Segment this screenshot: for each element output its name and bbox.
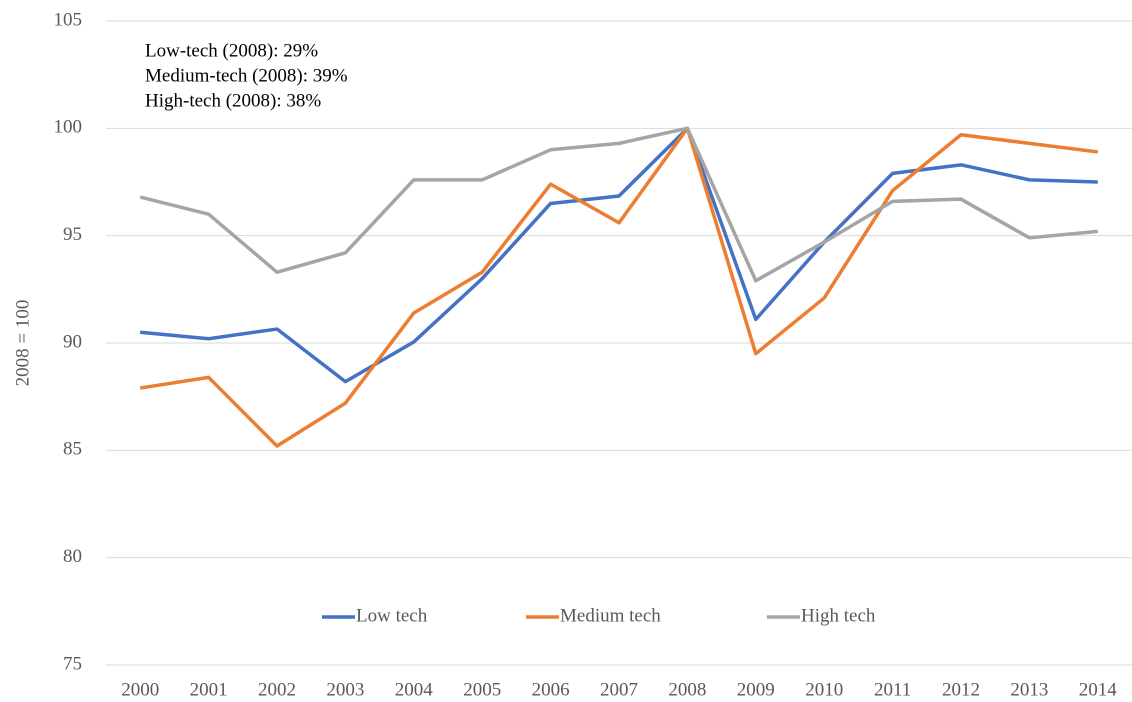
x-tick-label: 2012 (942, 679, 980, 700)
y-axis-label: 2008 = 100 (12, 300, 33, 387)
x-tick-label: 2001 (190, 679, 228, 700)
x-tick-label: 2010 (805, 679, 843, 700)
x-tick-label: 2014 (1079, 679, 1118, 700)
x-tick-label: 2008 (668, 679, 706, 700)
legend-label: High tech (801, 605, 876, 626)
x-tick-label: 2004 (395, 679, 434, 700)
legend-label: Low tech (356, 605, 428, 626)
annotation: Low-tech (2008): 29% (145, 40, 318, 61)
x-tick-label: 2013 (1010, 679, 1048, 700)
series-line (139, 126, 1098, 283)
x-tick-label: 2009 (737, 679, 775, 700)
y-tick-label: 85 (63, 439, 82, 460)
y-tick-label: 90 (63, 331, 82, 352)
y-tick-label: 75 (63, 653, 82, 674)
series-line (140, 126, 1098, 384)
y-tick-label: 80 (63, 546, 82, 567)
y-tick-label: 100 (54, 117, 83, 138)
y-tick-label: 105 (54, 9, 83, 30)
x-tick-label: 2005 (463, 679, 501, 700)
annotation: High-tech (2008): 38% (145, 90, 321, 111)
y-tick-label: 95 (63, 224, 82, 245)
x-tick-label: 2011 (874, 679, 911, 700)
x-tick-label: 2007 (600, 679, 638, 700)
x-tick-label: 2002 (258, 679, 296, 700)
annotation: Medium-tech (2008): 39% (145, 65, 348, 86)
legend-label: Medium tech (560, 605, 661, 626)
x-tick-label: 2000 (121, 679, 159, 700)
x-tick-label: 2003 (326, 679, 364, 700)
x-tick-label: 2006 (532, 679, 570, 700)
series-line (139, 126, 1099, 448)
